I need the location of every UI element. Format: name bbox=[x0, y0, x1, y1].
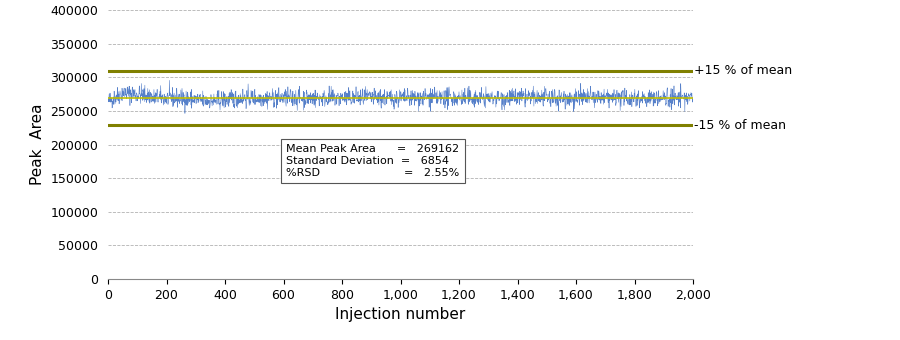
Text: +15 % of mean: +15 % of mean bbox=[694, 65, 792, 78]
Y-axis label: Peak  Area: Peak Area bbox=[30, 104, 45, 185]
Text: Mean Peak Area      =   269162
Standard Deviation  =   6854
%RSD                : Mean Peak Area = 269162 Standard Deviati… bbox=[286, 144, 460, 178]
Text: -15 % of mean: -15 % of mean bbox=[694, 119, 787, 132]
X-axis label: Injection number: Injection number bbox=[336, 307, 465, 322]
